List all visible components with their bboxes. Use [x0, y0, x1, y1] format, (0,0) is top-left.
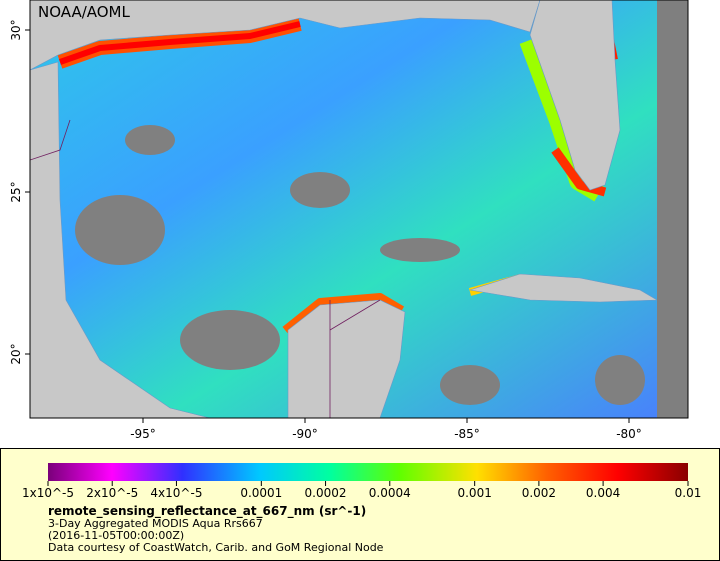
colorbar-tick-label: 2x10^-5 [86, 486, 138, 500]
colorbar-tick-label: 0.01 [675, 486, 702, 500]
lat-tick-label: 25° [9, 181, 23, 202]
map-frame [29, 0, 689, 419]
colorbar-tick-label: 0.004 [586, 486, 620, 500]
watermark: NOAA/AOML [38, 3, 131, 21]
axes: -95° -90° -85° -80° 30° 25° 20° [9, 19, 642, 441]
lon-tick-label: -80° [616, 427, 642, 441]
colorbar-tick-label: 0.001 [457, 486, 491, 500]
colorbar-tick-label: 0.0001 [240, 486, 282, 500]
land [30, 0, 688, 418]
no-data [75, 125, 645, 405]
colorbar-tick-label: 0.002 [522, 486, 556, 500]
borders [30, 119, 381, 418]
legend-credit: Data courtesy of CoastWatch, Carib. and … [48, 541, 384, 554]
lon-tick-label: -95° [130, 427, 156, 441]
legend-variable: remote_sensing_reflectance_at_667_nm (sr… [48, 504, 366, 519]
legend-time: (2016-11-05T00:00:00Z) [48, 529, 184, 542]
colorbar-tick-label: 4x10^-5 [150, 486, 202, 500]
colorbar-tick-label: 0.0002 [305, 486, 347, 500]
map: NOAA/AOML [30, 0, 688, 418]
no-data-strip [657, 0, 688, 418]
colorbar-tick-label: 1x10^-5 [22, 486, 74, 500]
legend-description: 3-Day Aggregated MODIS Aqua Rrs667 [48, 517, 263, 530]
colorbar-ticks: 1x10^-5 2x10^-5 4x10^-5 0.0001 0.0002 0.0004 0… [22, 481, 701, 500]
lat-tick-label: 30° [9, 19, 23, 40]
lat-tick-label: 20° [9, 343, 23, 364]
colorbar-tick-label: 0.0004 [369, 486, 411, 500]
colorbar [48, 463, 688, 481]
lon-tick-label: -85° [454, 427, 480, 441]
lon-tick-label: -90° [292, 427, 318, 441]
